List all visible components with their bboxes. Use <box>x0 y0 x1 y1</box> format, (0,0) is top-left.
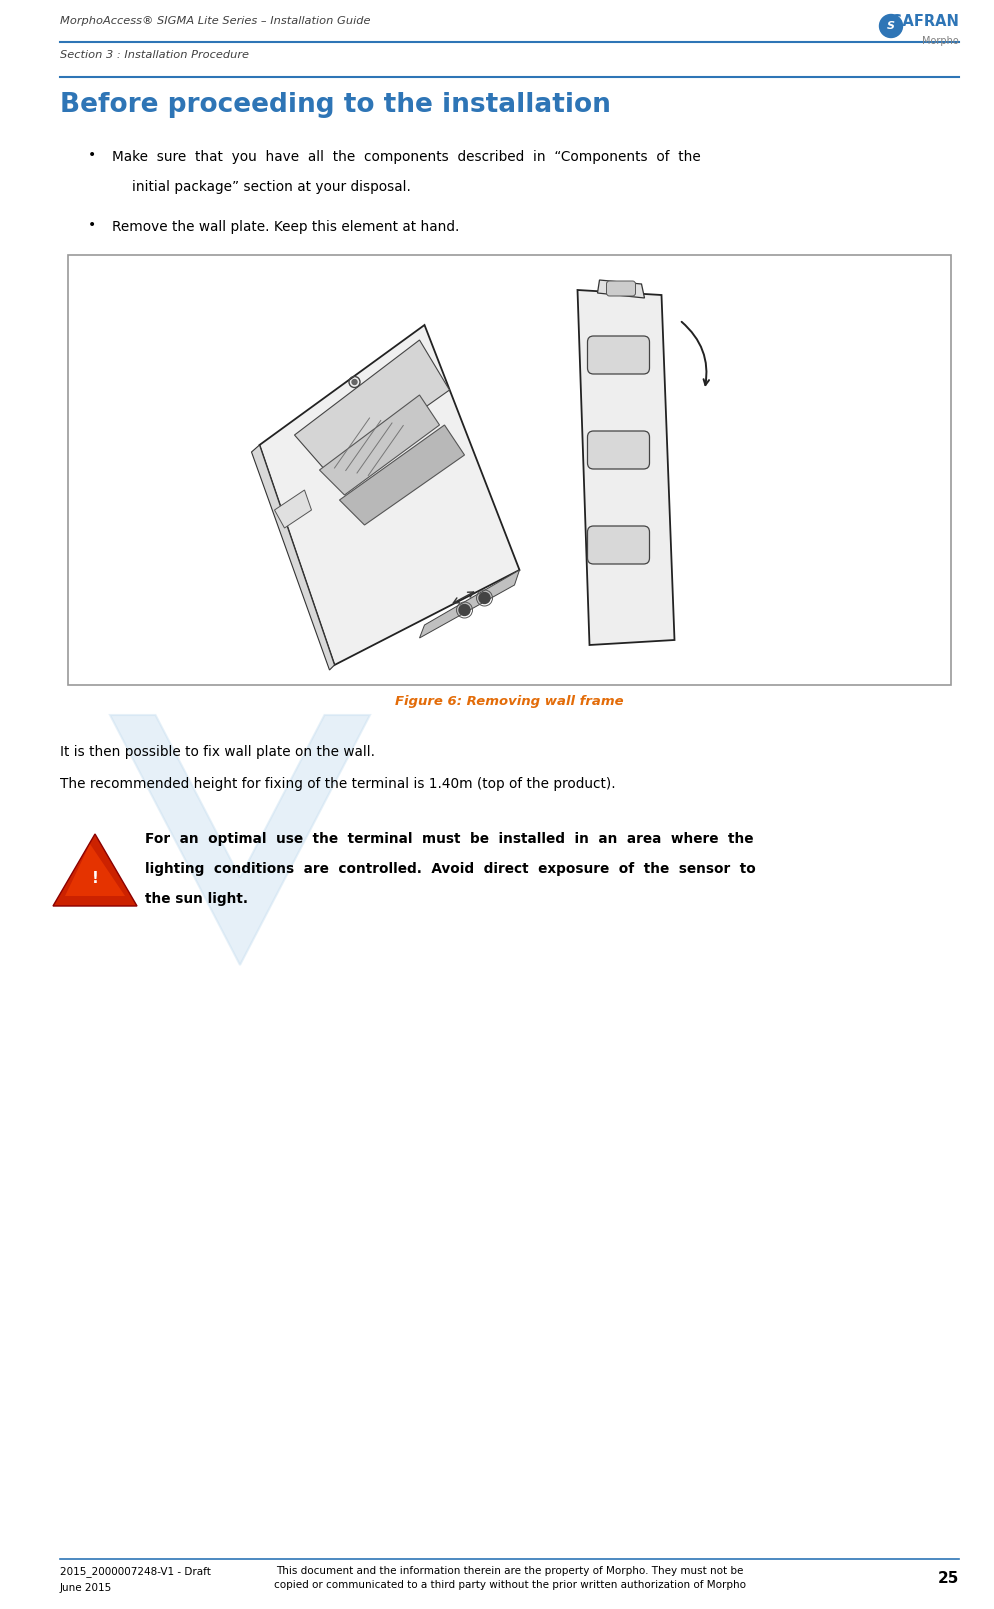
FancyBboxPatch shape <box>587 526 649 565</box>
Polygon shape <box>597 280 644 298</box>
Text: SAFRAN: SAFRAN <box>893 14 959 29</box>
Text: 25: 25 <box>937 1570 959 1586</box>
Text: Remove the wall plate. Keep this element at hand.: Remove the wall plate. Keep this element… <box>112 220 459 233</box>
Text: June 2015: June 2015 <box>60 1583 112 1593</box>
Text: lighting  conditions  are  controlled.  Avoid  direct  exposure  of  the  sensor: lighting conditions are controlled. Avoi… <box>145 862 755 875</box>
Polygon shape <box>110 714 370 965</box>
Text: Section 3 : Installation Procedure: Section 3 : Installation Procedure <box>60 50 249 60</box>
Polygon shape <box>259 325 520 665</box>
Text: •: • <box>88 148 96 163</box>
Text: Figure 6: Removing wall frame: Figure 6: Removing wall frame <box>396 695 624 708</box>
FancyBboxPatch shape <box>587 431 649 468</box>
Text: initial package” section at your disposal.: initial package” section at your disposa… <box>132 180 411 195</box>
Circle shape <box>352 380 357 385</box>
Circle shape <box>459 605 470 616</box>
Text: It is then possible to fix wall plate on the wall.: It is then possible to fix wall plate on… <box>60 745 375 759</box>
Text: Morpho: Morpho <box>922 35 959 47</box>
Polygon shape <box>274 491 311 528</box>
Polygon shape <box>53 833 137 906</box>
Text: Before proceeding to the installation: Before proceeding to the installation <box>60 92 611 117</box>
Polygon shape <box>65 845 125 896</box>
Text: Make  sure  that  you  have  all  the  components  described  in  “Components  o: Make sure that you have all the componen… <box>112 150 701 164</box>
Text: The recommended height for fixing of the terminal is 1.40m (top of the product).: The recommended height for fixing of the… <box>60 777 615 792</box>
Polygon shape <box>294 339 449 475</box>
Text: 2015_2000007248-V1 - Draft: 2015_2000007248-V1 - Draft <box>60 1566 211 1577</box>
Text: MorphoAccess® SIGMA Lite Series – Installation Guide: MorphoAccess® SIGMA Lite Series – Instal… <box>60 16 371 26</box>
Polygon shape <box>340 425 464 525</box>
Text: S: S <box>887 21 895 31</box>
FancyBboxPatch shape <box>68 254 951 685</box>
Text: !: ! <box>91 872 98 887</box>
Text: the sun light.: the sun light. <box>145 891 248 906</box>
Polygon shape <box>578 290 675 645</box>
Text: •: • <box>88 217 96 232</box>
Text: For  an  optimal  use  the  terminal  must  be  installed  in  an  area  where  : For an optimal use the terminal must be … <box>145 832 753 846</box>
Circle shape <box>880 14 903 37</box>
Circle shape <box>479 592 490 603</box>
Polygon shape <box>251 446 335 669</box>
Polygon shape <box>319 394 439 496</box>
FancyBboxPatch shape <box>587 336 649 373</box>
Text: This document and the information therein are the property of Morpho. They must : This document and the information therei… <box>273 1566 746 1590</box>
Polygon shape <box>419 570 520 639</box>
Polygon shape <box>155 600 324 676</box>
FancyBboxPatch shape <box>606 282 635 296</box>
